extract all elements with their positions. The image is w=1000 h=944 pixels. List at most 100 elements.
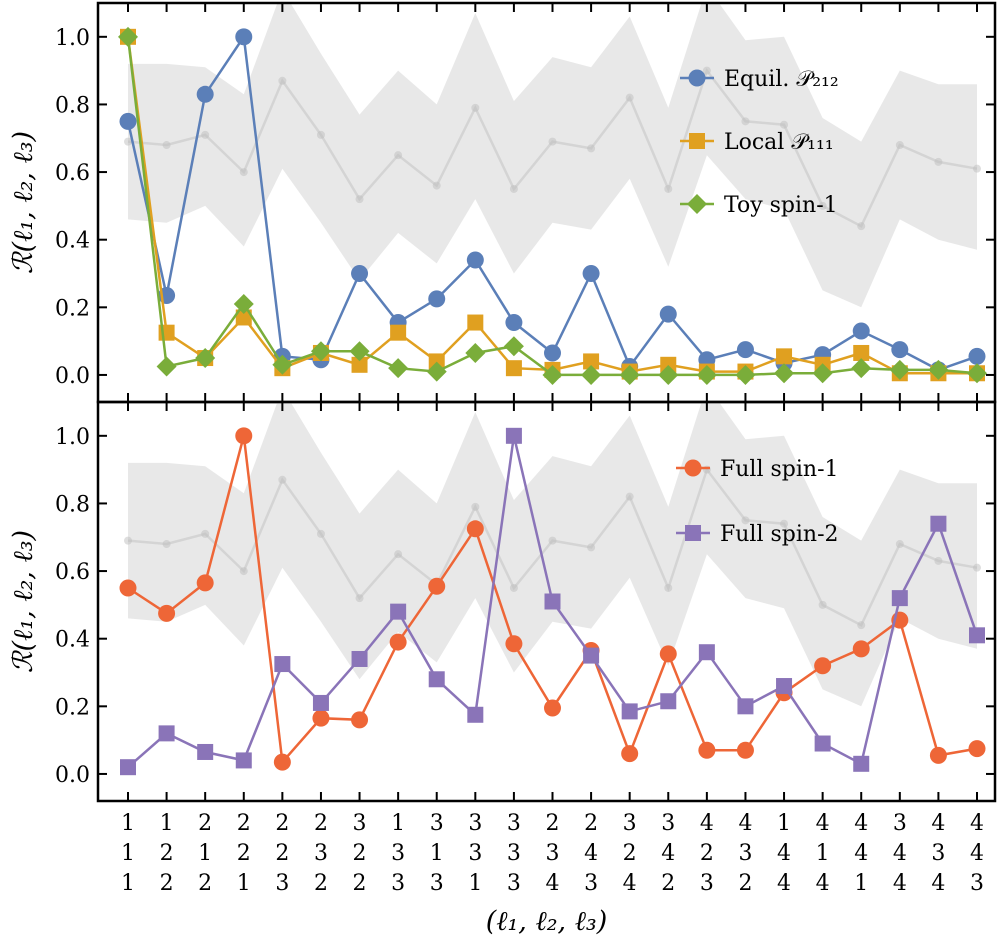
- x-tick-label: 2: [275, 841, 289, 866]
- data-point: [273, 753, 291, 771]
- data-point: [659, 645, 677, 663]
- data-point: [235, 427, 253, 445]
- reference-point: [895, 141, 904, 150]
- x-tick-label: 3: [893, 811, 907, 836]
- reference-band-area: [128, 3, 977, 308]
- data-point: [696, 364, 717, 385]
- data-point: [660, 693, 677, 710]
- data-point: [235, 752, 252, 769]
- x-tick-label: 1: [430, 841, 444, 866]
- x-tick-label: 4: [738, 811, 752, 836]
- data-point: [351, 356, 368, 373]
- data-point: [658, 364, 679, 385]
- data-point: [467, 706, 484, 723]
- reference-point: [201, 130, 210, 139]
- data-point: [684, 459, 702, 477]
- data-point: [274, 656, 291, 673]
- bottom-legend: Full spin-1 Full spin-2: [676, 457, 839, 547]
- x-tick-label: 2: [623, 841, 637, 866]
- x-tick-label-group: 3 2 4: [623, 811, 637, 896]
- x-tick-label: 4: [816, 811, 830, 836]
- reference-point: [548, 137, 557, 146]
- reference-point: [471, 103, 480, 112]
- x-tick-label: 4: [970, 811, 984, 836]
- x-tick-label: 4: [661, 841, 675, 866]
- x-tick-label-group: 2 1 2: [198, 811, 212, 896]
- x-tick-label: 2: [738, 871, 752, 896]
- y-tick-label: 1.0: [55, 26, 90, 51]
- x-tick-label: 3: [623, 811, 637, 836]
- data-point: [689, 133, 705, 149]
- x-tick-label-group: 4 3 2: [738, 811, 752, 896]
- reference-point: [278, 76, 287, 85]
- reference-point: [780, 120, 789, 129]
- reference-point: [239, 168, 248, 177]
- x-tick-label-group: 3 2 2: [353, 811, 367, 896]
- x-tick-label: 2: [584, 811, 598, 836]
- x-tick-label: 1: [237, 871, 251, 896]
- data-point: [967, 363, 987, 384]
- data-point: [310, 341, 331, 362]
- data-point: [891, 341, 909, 359]
- reference-point: [934, 157, 943, 166]
- reference-point: [162, 540, 171, 549]
- x-tick-label: 3: [970, 871, 984, 896]
- x-tick-label: 1: [816, 841, 830, 866]
- x-tick-label: 1: [777, 811, 791, 836]
- x-tick-label: 1: [160, 811, 174, 836]
- data-point: [351, 265, 369, 283]
- reference-point: [587, 144, 596, 153]
- top-legend: Equil. 𝒫₂₁₂ Local 𝒫₁₁₁ Toy spin-1: [680, 67, 839, 218]
- x-tick-label: 4: [854, 841, 868, 866]
- data-point: [390, 324, 407, 341]
- data-point: [619, 364, 640, 385]
- data-point: [544, 699, 561, 717]
- data-point: [197, 743, 214, 760]
- data-point: [119, 112, 137, 130]
- x-tick-label: 4: [700, 811, 714, 836]
- x-tick-label: 3: [507, 841, 521, 866]
- reference-point: [201, 529, 210, 538]
- data-point: [312, 709, 330, 727]
- data-point: [118, 26, 138, 47]
- data-point: [196, 85, 214, 103]
- data-point: [235, 28, 253, 46]
- x-tick-label: 4: [931, 871, 945, 896]
- top-y-axis-label: ℛ(ℓ₁, ℓ₂, ℓ₃): [8, 131, 39, 274]
- bottom-y-axis: 0.0 0.2 0.4 0.6 0.8 1.0: [55, 402, 995, 801]
- reference-point: [741, 516, 750, 525]
- legend-entry-1: Full spin-2: [676, 522, 839, 547]
- data-point: [583, 353, 600, 370]
- x-tick-label: 3: [468, 811, 482, 836]
- y-tick-label: 0.6: [55, 560, 90, 585]
- y-tick-label: 0.4: [55, 229, 90, 254]
- reference-point: [702, 66, 711, 75]
- legend-label: Equil. 𝒫₂₁₂: [724, 67, 839, 92]
- reference-point: [741, 117, 750, 126]
- y-tick-label: 0.0: [55, 763, 90, 788]
- x-tick-label: 2: [661, 871, 675, 896]
- y-tick-label: 0.2: [55, 695, 90, 720]
- data-point: [737, 698, 754, 715]
- data-point: [660, 356, 677, 373]
- data-point: [852, 640, 870, 658]
- data-point: [312, 694, 329, 711]
- reference-point: [124, 137, 132, 146]
- x-tick-label: 2: [198, 811, 212, 836]
- x-tick-label: 2: [160, 871, 174, 896]
- data-point: [582, 265, 600, 283]
- x-tick-label-group: 1 2 2: [160, 811, 174, 896]
- x-tick-label: 4: [546, 871, 560, 896]
- reference-point: [316, 529, 325, 538]
- data-point: [814, 657, 832, 675]
- x-tick-label: 3: [391, 871, 405, 896]
- data-point: [119, 579, 137, 597]
- reference-point: [625, 492, 634, 501]
- reference-point: [355, 195, 364, 204]
- x-tick-label: 3: [700, 871, 714, 896]
- x-tick-label: 2: [314, 871, 328, 896]
- x-tick-label: 2: [237, 811, 251, 836]
- x-tick-label-group: 4 4 1: [854, 811, 868, 896]
- x-tick-label-group: 2 3 2: [314, 811, 328, 896]
